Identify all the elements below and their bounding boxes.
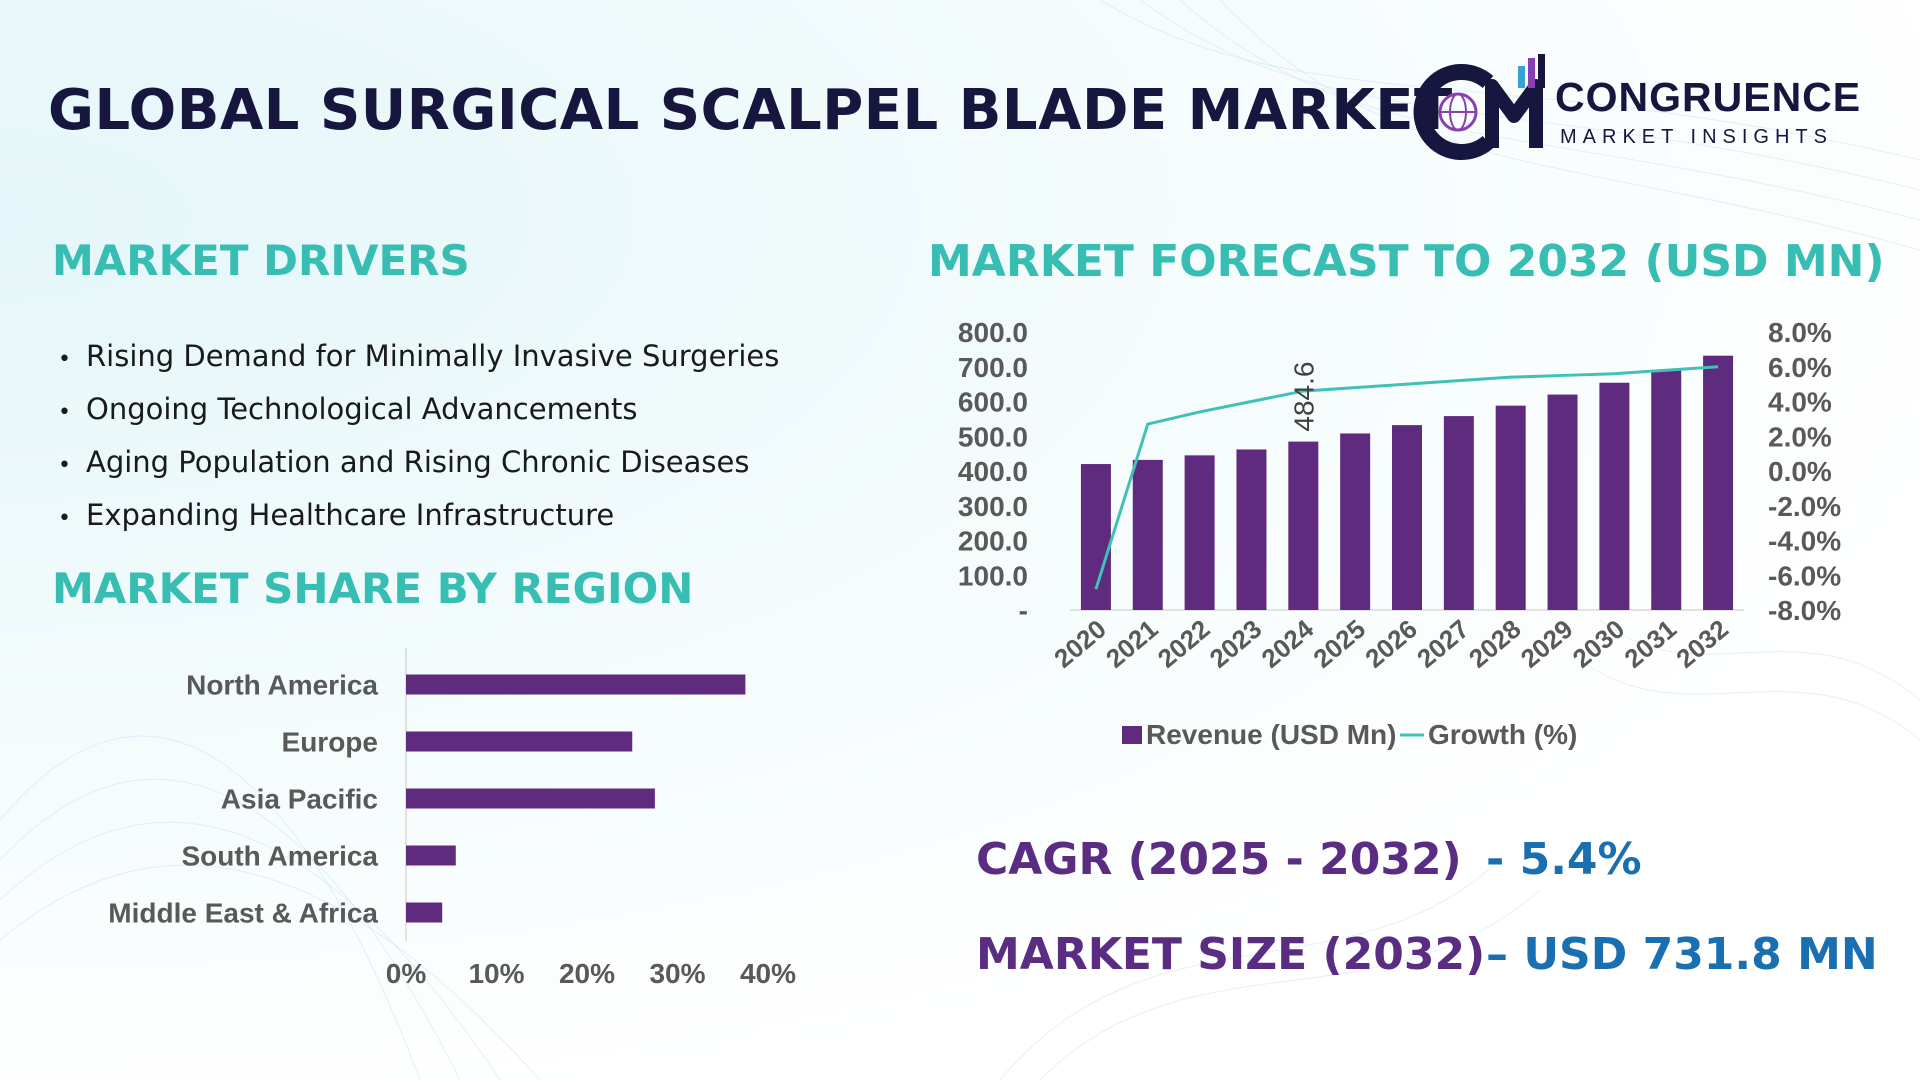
- x-tick-label: 2031: [1618, 614, 1682, 674]
- bar: [1547, 394, 1578, 610]
- bar: [1703, 355, 1734, 610]
- driver-text: Ongoing Technological Advancements: [86, 392, 638, 426]
- bullet-icon: •: [58, 347, 71, 372]
- tick-label: 0%: [386, 958, 427, 989]
- logo-mark-icon: [1413, 54, 1545, 160]
- x-tick-label: 2024: [1256, 613, 1320, 674]
- bullet-icon: •: [58, 506, 71, 531]
- category-label: South America: [181, 841, 378, 872]
- bullet-icon: •: [58, 453, 71, 478]
- x-tick-label: 2021: [1100, 614, 1164, 674]
- x-tick-label: 2022: [1152, 614, 1216, 674]
- bar: [1443, 416, 1474, 610]
- driver-item: • Rising Demand for Minimally Invasive Su…: [58, 330, 779, 383]
- y2-tick-label: -8.0%: [1768, 595, 1841, 626]
- y2-tick-label: -6.0%: [1768, 560, 1841, 591]
- x-tick-label: 2028: [1463, 614, 1527, 674]
- legend-label: Growth (%): [1428, 719, 1577, 750]
- x-tick-label: 2026: [1359, 614, 1423, 674]
- y-tick-label: 600.0: [958, 387, 1028, 418]
- market-size-label: MARKET SIZE (2032): [976, 929, 1486, 980]
- y2-tick-label: 6.0%: [1768, 352, 1832, 383]
- category-label: North America: [186, 670, 378, 701]
- bar: [406, 902, 443, 923]
- legend-label: Revenue (USD Mn): [1146, 719, 1396, 750]
- bar: [1651, 370, 1682, 610]
- bar: [406, 731, 633, 752]
- category-label: Middle East & Africa: [108, 898, 378, 929]
- y-tick-label: 400.0: [958, 456, 1028, 487]
- bar: [406, 845, 456, 866]
- y-tick-label: -: [1019, 595, 1028, 626]
- driver-item: • Aging Population and Rising Chronic Dis…: [58, 436, 779, 489]
- logo-name: CONGRUENCE: [1555, 74, 1862, 120]
- legend-swatch-revenue: [1122, 726, 1142, 744]
- bar: [1132, 459, 1163, 610]
- page-title: GLOBAL SURGICAL SCALPEL BLADE MARKET: [48, 78, 1453, 143]
- tick-label: 20%: [559, 958, 615, 989]
- x-tick-label: 2025: [1307, 614, 1371, 674]
- y-tick-label: 200.0: [958, 526, 1028, 557]
- x-tick-label: 2029: [1515, 614, 1579, 674]
- market-size-value: – USD 731.8 MN: [1486, 929, 1878, 980]
- tick-label: 30%: [649, 958, 705, 989]
- region-share-chart: North America Europe Asia Pacific South Ame…: [108, 648, 796, 989]
- region-heading: MARKET SHARE BY REGION: [52, 564, 694, 613]
- y2-tick-label: -4.0%: [1768, 526, 1841, 557]
- y-tick-label: 800.0: [958, 317, 1028, 348]
- bar: [406, 788, 655, 809]
- forecast-heading: MARKET FORECAST TO 2032 (USD MN): [928, 236, 1885, 287]
- y-tick-label: 500.0: [958, 421, 1028, 452]
- drivers-heading: MARKET DRIVERS: [52, 236, 470, 285]
- y-tick-label: 100.0: [958, 560, 1028, 591]
- bar: [406, 674, 746, 695]
- driver-text: Expanding Healthcare Infrastructure: [86, 498, 615, 532]
- x-tick-label: 2030: [1567, 614, 1631, 674]
- cagr-label: CAGR (2025 - 2032): [976, 834, 1462, 885]
- y2-tick-label: 8.0%: [1768, 317, 1832, 348]
- y-tick-label: 700.0: [958, 352, 1028, 383]
- y2-tick-label: -2.0%: [1768, 491, 1841, 522]
- growth-line: [1094, 365, 1719, 590]
- bullet-icon: •: [58, 400, 71, 425]
- tick-label: 40%: [740, 958, 796, 989]
- bar: [1288, 441, 1319, 610]
- drivers-list: • Rising Demand for Minimally Invasive Su…: [58, 330, 779, 542]
- category-label: Asia Pacific: [221, 784, 378, 815]
- y2-tick-label: 4.0%: [1768, 387, 1832, 418]
- x-tick-label: 2020: [1048, 614, 1112, 674]
- data-label: 484.6: [1288, 362, 1319, 432]
- tick-label: 10%: [468, 958, 524, 989]
- bar: [1392, 425, 1422, 610]
- bar: [1495, 405, 1526, 610]
- driver-text: Aging Population and Rising Chronic Dise…: [86, 445, 750, 479]
- y2-tick-label: 2.0%: [1768, 421, 1832, 452]
- driver-text: Rising Demand for Minimally Invasive Sur…: [86, 339, 780, 373]
- logo-subtitle: MARKET INSIGHTS: [1560, 126, 1833, 148]
- bar: [1599, 382, 1630, 610]
- x-tick-label: 2023: [1204, 614, 1268, 674]
- y-tick-label: 300.0: [958, 491, 1028, 522]
- category-label: Europe: [282, 727, 378, 758]
- driver-item: • Ongoing Technological Advancements: [58, 383, 779, 436]
- company-logo: [1413, 54, 1545, 160]
- cagr-value: - 5.4%: [1486, 834, 1642, 885]
- y2-tick-label: 0.0%: [1768, 456, 1832, 487]
- driver-item: • Expanding Healthcare Infrastructure: [58, 489, 779, 542]
- bar: [1236, 449, 1267, 610]
- bar: [1340, 433, 1371, 610]
- x-tick-label: 2032: [1670, 614, 1734, 674]
- bar: [1184, 455, 1215, 610]
- x-tick-label: 2027: [1411, 614, 1475, 674]
